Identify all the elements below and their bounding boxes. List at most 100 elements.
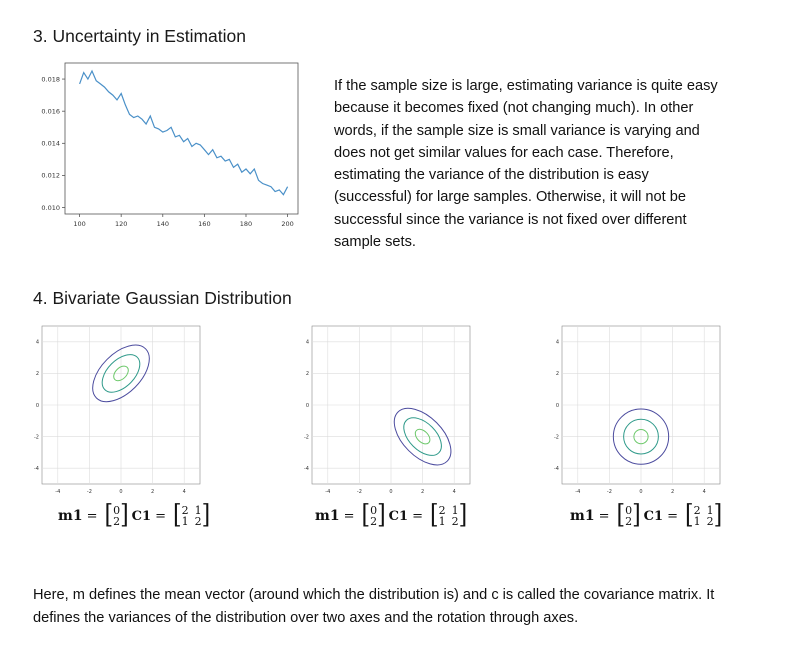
x-tick-label: -4 [575,489,580,495]
paragraph-line: because it becomes fixed (not changing m… [334,100,694,117]
variance-series-line [79,69,289,196]
y-tick-label: -2 [34,434,39,440]
contour-ring [113,365,129,382]
section-4-title: 4. Bivariate Gaussian Distribution [33,288,292,308]
contour-plot-3: -4 -4 -2 -2 0 0 2 2 4 4 [554,325,721,495]
covariance-value: 1 [451,504,459,517]
paragraph-line: successful since the variance is not fix… [334,211,687,228]
x-tick-label: 4 [453,489,456,495]
y-tick-label: -4 [304,466,309,472]
covariance-value: 2 [451,515,459,528]
mean-value: 0 [625,504,633,517]
contour-ring [101,354,141,393]
x-tick-label: 2 [421,489,424,495]
explanation-line: Here, m defines the mean vector (around … [33,587,715,603]
x-tick-label: -4 [55,489,60,495]
x-tick-label: 0 [639,489,642,495]
covariance-label: C1 [643,508,664,524]
paragraph-line: sample sets. [334,234,416,251]
covariance-value: 1 [194,504,202,517]
mean-value: 2 [625,515,633,528]
covariance-value: 1 [706,504,714,517]
contour-plot-1: -4 -4 -2 -2 0 0 2 2 4 4 [34,325,201,495]
x-tick-label: -4 [325,489,330,495]
x-tick-label: -2 [607,489,612,495]
section-3-title: 3. Uncertainty in Estimation [33,26,247,46]
y-tick-label: 2 [306,371,309,377]
equals-sign: = [412,508,423,524]
mean-value: 0 [370,504,378,517]
y-tick-label: 0 [306,403,309,409]
covariance-value: 2 [693,504,701,517]
covariance-value: 2 [438,504,446,517]
x-tick-label: 4 [703,489,706,495]
y-tick-label: 0.012 [41,172,60,180]
y-tick-label: 0.016 [41,107,60,115]
x-tick-label: 120 [115,220,127,228]
x-tick-label: 100 [73,220,85,228]
y-tick-label: -2 [304,434,309,440]
contour-ring [623,418,659,455]
contour-ring [633,428,649,445]
y-tick-label: 0.018 [41,75,60,83]
y-tick-label: 0 [36,403,39,409]
equals-sign: = [86,508,98,524]
y-tick-label: -4 [554,466,559,472]
x-tick-label: -2 [87,489,92,495]
y-tick-label: 4 [36,340,39,346]
x-tick-label: 2 [671,489,674,495]
section-3-paragraph: If the sample size is large, estimating … [334,75,784,253]
y-tick-label: -4 [34,466,39,472]
mean-label: m1 [58,508,83,524]
y-tick-label: 2 [36,371,39,377]
contour-ring [612,408,670,465]
y-tick-label: 0.010 [41,204,60,212]
contour-ring [403,417,442,456]
covariance-label: C1 [131,508,152,524]
paragraph-line: words, if the sample size is small varia… [334,122,700,139]
covariance-value: 1 [438,515,446,528]
x-tick-label: 4 [183,489,186,495]
paragraph-line: If the sample size is large, estimating … [334,78,718,94]
contour-plot-2: -4 -4 -2 -2 0 0 2 2 4 4 [304,325,471,495]
bottom-explanation: Here, m defines the mean vector (around … [33,584,793,629]
y-tick-label: -2 [554,434,559,440]
paragraph-line: does not get similar values for each cas… [334,144,674,161]
x-tick-label: 160 [198,220,210,228]
paragraph-line: (successful) for large samples. Otherwis… [334,189,686,206]
mean-value: 2 [113,515,121,528]
covariance-value: 1 [181,515,189,528]
x-tick-label: 200 [281,220,293,228]
y-tick-label: 0 [556,403,559,409]
x-tick-label: 140 [157,220,169,228]
covariance-value: 2 [181,504,189,517]
equals-sign: = [598,508,610,524]
covariance-value: 2 [194,515,202,528]
x-tick-label: 2 [151,489,154,495]
y-tick-label: 0.014 [41,140,60,148]
x-tick-label: -2 [357,489,362,495]
mean-value: 2 [370,515,378,528]
mean-label: m1 [315,508,340,524]
variance-line-chart: 100 120 140 160 180 200 0.010 0.012 0.014 0.016 0.… [41,62,299,228]
covariance-value: 2 [706,515,714,528]
contour-ring [393,407,452,466]
mean-label: m1 [570,508,595,524]
x-tick-label: 0 [119,489,122,495]
explanation-line: defines the variances of the distributio… [33,609,579,626]
mean-value: 0 [113,504,121,517]
equals-sign: = [667,508,678,524]
paragraph-line: estimating the variance of the distribut… [334,167,649,184]
equals-sign: = [155,508,166,524]
x-tick-label: 0 [389,489,392,495]
y-tick-label: 4 [556,340,559,346]
